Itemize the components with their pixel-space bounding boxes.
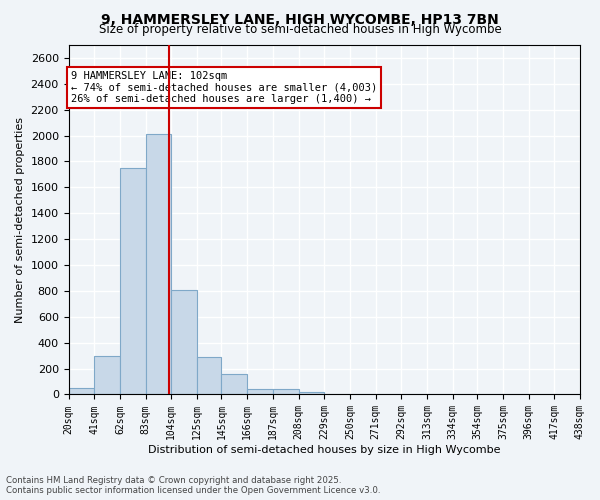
Y-axis label: Number of semi-detached properties: Number of semi-detached properties <box>15 116 25 322</box>
Bar <box>172 290 197 395</box>
Bar <box>273 390 299 394</box>
Bar <box>146 134 172 394</box>
Bar <box>68 388 94 394</box>
Bar <box>247 390 273 394</box>
Bar <box>299 392 324 394</box>
Bar <box>120 168 146 394</box>
Text: Size of property relative to semi-detached houses in High Wycombe: Size of property relative to semi-detach… <box>98 22 502 36</box>
Bar <box>221 374 247 394</box>
Text: Contains HM Land Registry data © Crown copyright and database right 2025.
Contai: Contains HM Land Registry data © Crown c… <box>6 476 380 495</box>
Text: 9 HAMMERSLEY LANE: 102sqm
← 74% of semi-detached houses are smaller (4,003)
26% : 9 HAMMERSLEY LANE: 102sqm ← 74% of semi-… <box>71 71 377 104</box>
Bar <box>94 356 120 395</box>
Text: 9, HAMMERSLEY LANE, HIGH WYCOMBE, HP13 7BN: 9, HAMMERSLEY LANE, HIGH WYCOMBE, HP13 7… <box>101 12 499 26</box>
Bar <box>197 357 221 395</box>
X-axis label: Distribution of semi-detached houses by size in High Wycombe: Distribution of semi-detached houses by … <box>148 445 500 455</box>
